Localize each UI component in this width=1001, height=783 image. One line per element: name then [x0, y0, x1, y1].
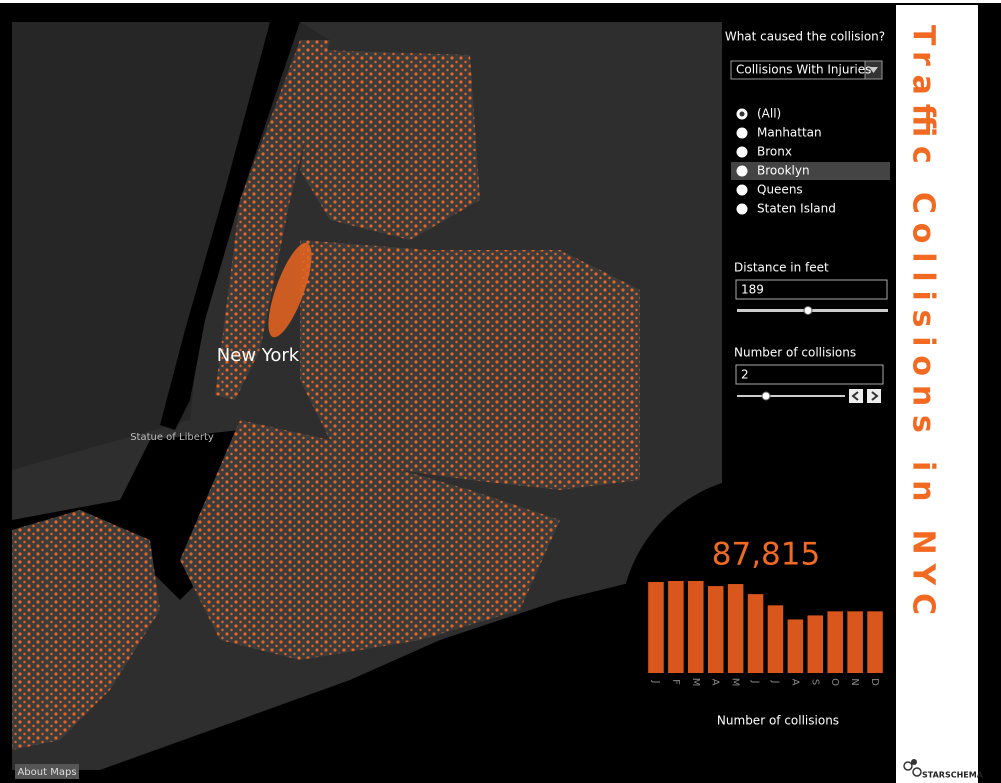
brooklyn [180, 420, 560, 660]
x-tick-label: O [829, 678, 840, 686]
x-tick-label: A [789, 679, 800, 686]
bar[interactable] [867, 611, 883, 673]
radio[interactable] [736, 146, 748, 158]
bar[interactable] [668, 581, 684, 673]
collisions-label: Number of collisions [734, 346, 856, 360]
cause-selected[interactable]: Collisions With Injuries [736, 63, 871, 77]
manhattan [215, 40, 330, 400]
dashboard-title: Traffic Collisions in NYC [906, 25, 941, 615]
next-icon [871, 391, 879, 401]
map-label: Statue of Liberty [130, 432, 214, 443]
hotspot [268, 242, 312, 338]
bar[interactable] [807, 615, 824, 673]
radio[interactable] [736, 127, 748, 139]
borough-option[interactable]: Queens [757, 183, 803, 197]
ocean [100, 560, 722, 770]
bar[interactable] [787, 619, 804, 673]
bar[interactable] [707, 586, 724, 673]
x-tick-label: D [869, 678, 880, 686]
x-tick-label: F [670, 679, 681, 685]
borough-option[interactable]: Manhattan [757, 126, 822, 140]
prev-icon [851, 391, 859, 401]
bar[interactable] [727, 584, 744, 673]
bar[interactable] [827, 611, 843, 673]
radio[interactable] [736, 203, 748, 215]
radio[interactable] [736, 165, 748, 177]
cause-label: What caused the collision? [725, 30, 885, 44]
map[interactable]: New York Statue of Liberty About Maps [12, 22, 722, 779]
top-border [0, 0, 1001, 3]
bar[interactable] [648, 582, 664, 673]
hover-highlight [731, 162, 890, 180]
bar[interactable] [767, 605, 784, 673]
queens [300, 240, 640, 490]
next-button[interactable] [867, 389, 881, 403]
borough-filter: (All) Manhattan Bronx Brooklyn Queens Staten … [731, 107, 890, 216]
borough-option[interactable]: Bronx [757, 145, 792, 159]
hudson-river [160, 22, 300, 430]
borough-option[interactable]: Brooklyn [757, 164, 810, 178]
distance-value[interactable]: 189 [741, 283, 764, 297]
x-tick-label: J [650, 680, 661, 684]
about-maps-button[interactable] [15, 764, 79, 779]
radio[interactable] [736, 184, 748, 196]
radio-dot [739, 111, 745, 117]
dropdown-arrow [869, 67, 878, 73]
x-tick-label: S [809, 679, 820, 685]
borough-option[interactable]: Staten Island [757, 202, 836, 216]
bar[interactable] [747, 594, 764, 673]
x-axis-label: Number of collisions [717, 714, 839, 728]
logo: STARSCHEMA [922, 771, 984, 780]
distance-label: Distance in feet [734, 261, 829, 275]
x-tick-label: M [690, 678, 701, 687]
distance-input[interactable] [735, 279, 888, 300]
staten-island [12, 510, 160, 750]
logo-icon [903, 759, 922, 777]
x-tick-label: N [849, 678, 860, 685]
x-tick-label: M [730, 678, 741, 687]
bronx [300, 50, 480, 240]
prev-button[interactable] [849, 389, 863, 403]
borough-option[interactable]: (All) [757, 107, 781, 121]
map-label: New York [217, 345, 300, 366]
collisions-value[interactable]: 2 [741, 368, 749, 382]
title-strip [896, 5, 978, 783]
collisions-slider[interactable] [737, 395, 845, 397]
distance-thumb[interactable] [803, 306, 813, 315]
x-tick-label: J [750, 680, 761, 684]
x-tick-label: J [769, 680, 780, 684]
collisions-input[interactable] [735, 364, 884, 385]
bar[interactable] [688, 581, 704, 673]
bar[interactable] [847, 611, 863, 673]
total: 87,815 [712, 537, 820, 573]
about-maps[interactable]: About Maps [17, 767, 76, 778]
x-tick-label: A [710, 679, 721, 686]
collisions-thumb[interactable] [761, 391, 771, 401]
